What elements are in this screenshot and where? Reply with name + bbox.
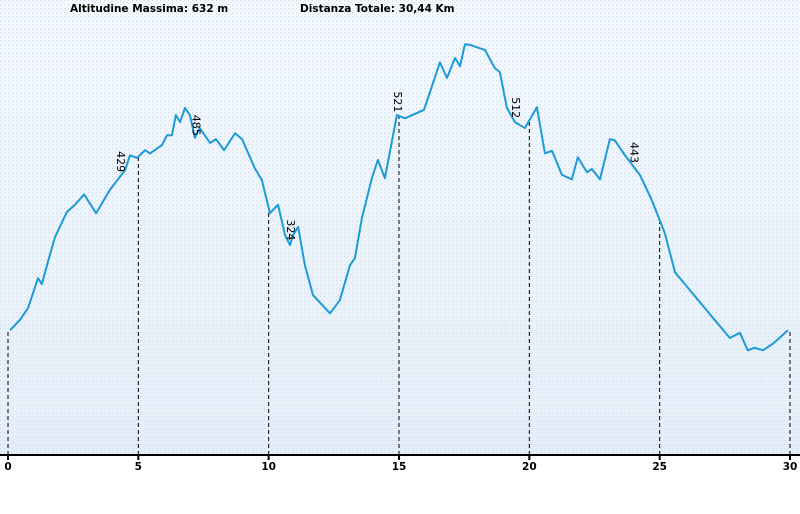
annotation-label: 521 — [391, 91, 404, 112]
x-tick-label: 15 — [392, 461, 407, 473]
x-tick-label: 0 — [4, 461, 11, 473]
annotation-label: 443 — [628, 142, 641, 163]
annotation-label: 485 — [190, 115, 203, 136]
annotation-label: 429 — [114, 151, 127, 172]
header-altitude: Altitudine Massima: 632 m — [70, 3, 228, 15]
elevation-line — [9, 43, 789, 352]
x-tick-label: 10 — [261, 461, 276, 473]
header-distance: Distanza Totale: 30,44 Km — [300, 3, 455, 15]
annotation-label: 324 — [284, 219, 297, 240]
annotation-label: 512 — [509, 97, 522, 118]
x-tick-label: 30 — [783, 461, 798, 473]
x-tick-label: 25 — [652, 461, 667, 473]
plot-grid-pattern — [0, 0, 800, 455]
x-tick-label: 5 — [135, 461, 142, 473]
x-tick-label: 20 — [522, 461, 537, 473]
